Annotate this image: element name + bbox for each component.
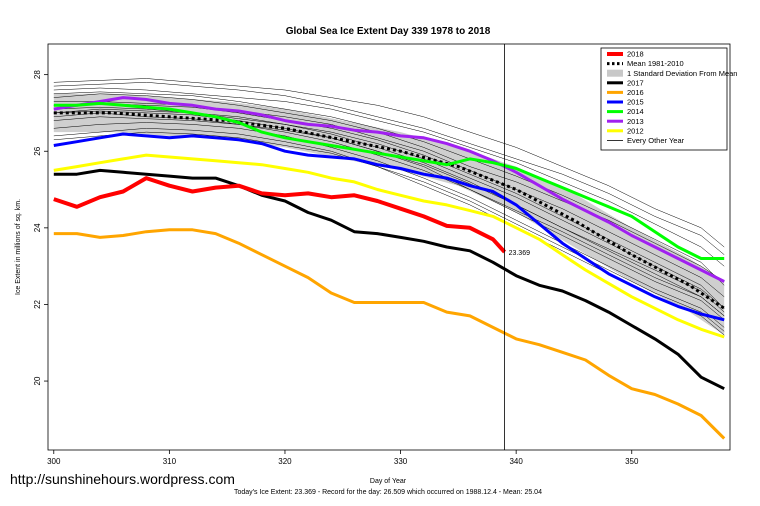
series-line-2012 — [53, 153, 725, 339]
series-line-2013 — [53, 96, 725, 283]
x-axis: 300 310 320 330 340 350 — [47, 450, 639, 466]
legend-label: 2012 — [627, 126, 644, 135]
legend-label: 1 Standard Deviation From Mean — [627, 69, 737, 78]
series-line-2016 — [53, 228, 726, 440]
other-year-line — [53, 103, 725, 309]
other-year-line — [53, 116, 725, 320]
other-year-line — [53, 78, 725, 248]
legend-label: 2014 — [627, 107, 644, 116]
y-tick-label: 20 — [33, 376, 42, 385]
y-axis-label: Ice Extent in millions of sq. km. — [15, 199, 22, 295]
legend-label: Every Other Year — [627, 136, 685, 145]
x-tick-label: 310 — [163, 457, 177, 466]
y-axis: 20 22 24 26 28 — [33, 70, 48, 386]
other-year-line — [53, 131, 725, 332]
legend-label: 2018 — [627, 50, 644, 59]
today-value-label: 23.369 — [509, 250, 531, 257]
x-tick-label: 340 — [509, 457, 523, 466]
other-year-line — [53, 87, 725, 267]
plot-frame — [47, 43, 731, 451]
y-tick-label: 22 — [33, 299, 42, 308]
other-year-line — [53, 110, 725, 317]
series-line-2017 — [53, 168, 725, 391]
legend-label: Mean 1981-2010 — [627, 59, 684, 68]
y-tick-label: 26 — [33, 146, 42, 155]
y-tick-label: 24 — [33, 223, 42, 232]
y-tick-label: 28 — [33, 70, 42, 79]
x-axis-label: Day of Year — [370, 478, 407, 485]
legend-label: 2016 — [627, 88, 644, 97]
legend-label: 2017 — [627, 78, 644, 87]
footer-stats: Today's Ice Extent: 23.369 - Record for … — [234, 489, 542, 496]
other-year-line — [53, 93, 725, 282]
series-line-2018 — [53, 176, 507, 254]
legend-label: 2015 — [627, 98, 644, 107]
x-tick-label: 320 — [278, 457, 292, 466]
x-tick-label: 330 — [394, 457, 408, 466]
x-tick-label: 350 — [625, 457, 639, 466]
series-line-2015 — [53, 132, 725, 322]
legend-label: 2013 — [627, 117, 644, 126]
other-year-line — [53, 82, 725, 255]
mean-line — [53, 111, 726, 310]
chart-title: Global Sea Ice Extent Day 339 1978 to 20… — [286, 26, 491, 37]
legend-swatch — [607, 69, 623, 77]
x-tick-label: 300 — [47, 457, 61, 466]
series-line-2014 — [53, 101, 725, 260]
website-url[interactable]: http://sunshinehours.wordpress.com — [10, 471, 235, 487]
other-year-line — [53, 108, 725, 317]
